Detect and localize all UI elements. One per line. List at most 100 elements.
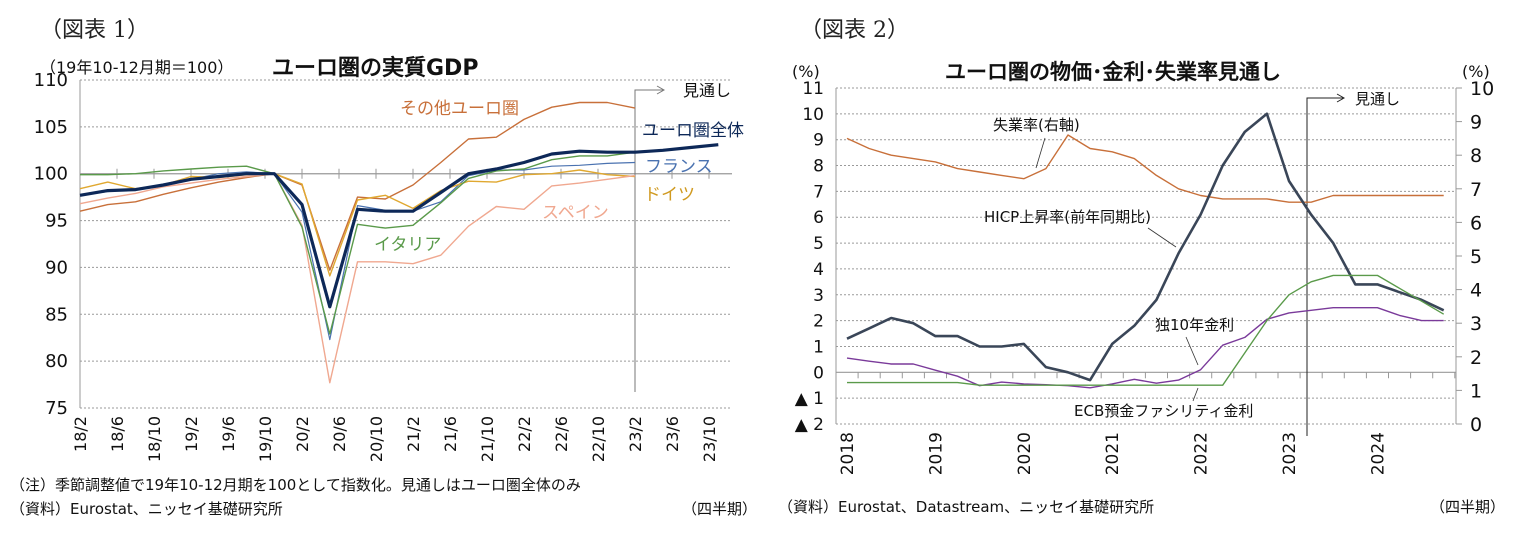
y-right-tick-label: 7 <box>1470 179 1482 201</box>
x-tick-label: 18/6 <box>108 416 127 452</box>
x-year-label: 2023 <box>1280 432 1300 475</box>
x-tick-label: 21/2 <box>404 416 423 452</box>
y-left-tick-label: 2 <box>813 312 824 332</box>
right-right-unit: (%) <box>1462 62 1490 81</box>
series-label: その他ユーロ圏 <box>400 99 519 119</box>
y-right-tick-label: 5 <box>1470 246 1482 268</box>
y-tick-label: 95 <box>45 211 68 232</box>
y-right-tick-label: 2 <box>1470 347 1482 369</box>
left-unit-note: （19年10-12月期＝100） <box>40 58 234 77</box>
figure-label-2: （図表 2） <box>800 18 909 43</box>
series-annotation: 失業率(右軸) <box>993 116 1080 134</box>
series-annotation: HICP上昇率(前年同期比) <box>984 208 1151 226</box>
x-tick-label: 19/10 <box>256 416 275 462</box>
y-tick-label: 75 <box>45 398 68 419</box>
right-period-unit: （四半期） <box>1430 498 1506 516</box>
forecast-arrow-icon <box>1336 93 1346 103</box>
y-left-tick-label: 7 <box>813 182 824 202</box>
y-left-tick-label: ▲ 2 <box>795 415 824 435</box>
x-tick-label: 23/6 <box>663 416 682 452</box>
series-label: ユーロ圏全体 <box>642 121 744 141</box>
series-label: スペイン <box>542 203 609 223</box>
annotation-arrow-icon <box>1035 137 1046 169</box>
y-right-tick-label: 1 <box>1470 380 1482 402</box>
y-left-tick-label: 8 <box>813 157 824 177</box>
y-left-tick-label: 0 <box>813 363 824 383</box>
x-tick-label: 20/6 <box>330 416 349 452</box>
y-tick-label: 90 <box>45 257 68 278</box>
series-line-独10年金利 <box>846 307 1444 389</box>
series-annotation: ECB預金ファシリティ金利 <box>1074 402 1253 420</box>
series-line-ユーロ圏全体 <box>79 143 719 309</box>
y-left-tick-label: 9 <box>813 131 824 151</box>
series-line-イタリア <box>80 151 636 335</box>
x-year-label: 2019 <box>926 432 946 475</box>
right-left-unit: (%) <box>792 62 820 81</box>
y-tick-label: 100 <box>34 164 68 185</box>
left-chart-title: ユーロ圏の実質GDP <box>272 56 479 81</box>
x-tick-label: 21/10 <box>478 416 497 462</box>
series-line-HICP上昇率(前年同期比) <box>846 112 1445 382</box>
x-tick-label: 23/2 <box>626 416 645 452</box>
y-tick-label: 110 <box>34 70 68 91</box>
y-right-tick-label: 10 <box>1470 78 1494 100</box>
series-label: イタリア <box>374 235 441 255</box>
x-tick-label: 22/10 <box>589 416 608 462</box>
y-right-tick-label: 4 <box>1470 280 1482 302</box>
forecast-label: 見通し <box>1355 90 1400 108</box>
x-tick-label: 21/6 <box>441 416 460 452</box>
x-tick-label: 18/2 <box>71 416 90 452</box>
x-tick-label: 19/6 <box>219 416 238 452</box>
y-right-tick-label: 9 <box>1470 112 1482 134</box>
y-left-tick-label: 11 <box>802 79 824 99</box>
y-tick-label: 105 <box>34 117 68 138</box>
x-year-label: 2021 <box>1103 432 1123 475</box>
x-tick-label: 22/6 <box>552 416 571 452</box>
series-line-スペイン <box>79 172 636 384</box>
annotation-arrow-icon <box>1192 387 1199 402</box>
series-line-ECB預金ファシリティ金利 <box>847 274 1445 386</box>
y-tick-label: 85 <box>45 304 68 325</box>
x-year-label: 2022 <box>1192 432 1212 475</box>
series-label: ドイツ <box>644 185 695 205</box>
x-tick-label: 23/10 <box>700 416 719 462</box>
forecast-label: 見通し <box>683 81 731 100</box>
x-year-label: 2018 <box>838 432 858 475</box>
series-line-その他ユーロ圏 <box>79 101 636 271</box>
y-left-tick-label: 10 <box>802 105 824 125</box>
y-left-tick-label: 3 <box>813 286 824 306</box>
y-right-tick-label: 0 <box>1470 414 1482 436</box>
left-source: （資料）Eurostat、ニッセイ基礎研究所 <box>10 500 283 518</box>
y-left-tick-label: ▲ 1 <box>795 389 824 409</box>
series-annotation: 独10年金利 <box>1155 316 1234 334</box>
series-line-失業率(右軸) <box>846 134 1444 203</box>
x-year-label: 2020 <box>1015 432 1035 475</box>
y-right-tick-label: 3 <box>1470 313 1482 335</box>
y-left-tick-label: 1 <box>813 337 824 357</box>
x-tick-label: 20/10 <box>367 416 386 462</box>
right-source: （資料）Eurostat、Datastream、ニッセイ基礎研究所 <box>778 498 1155 516</box>
y-left-tick-label: 6 <box>813 208 824 228</box>
y-tick-label: 80 <box>45 351 68 372</box>
annotation-arrow-icon <box>1185 336 1199 366</box>
right-chart-title: ユーロ圏の物価･金利･失業率見通し <box>945 60 1281 84</box>
series-label: フランス <box>645 157 713 177</box>
x-year-label: 2024 <box>1368 432 1388 475</box>
x-tick-label: 22/2 <box>515 416 534 452</box>
y-left-tick-label: 4 <box>813 260 824 280</box>
forecast-divider <box>634 89 663 392</box>
left-note: （注）季節調整値で19年10-12月期を100として指数化。見通しはユーロ圏全体… <box>10 476 581 494</box>
y-right-tick-label: 8 <box>1470 145 1482 167</box>
forecast-divider <box>1306 97 1343 436</box>
y-left-tick-label: 5 <box>813 234 824 254</box>
x-tick-label: 18/10 <box>145 416 164 462</box>
left-period-unit: （四半期） <box>682 500 758 518</box>
x-tick-label: 20/2 <box>293 416 312 452</box>
x-tick-label: 19/2 <box>182 416 201 452</box>
gdp-chart: 75 80 85 90 95 100 105 110 18/2 18/6 18/10 19/2 19/6… <box>34 70 744 462</box>
annotation-arrow-icon <box>1147 227 1177 248</box>
figure-label-1: （図表 1） <box>40 18 149 43</box>
forecast-arrow-icon <box>656 85 666 95</box>
y-right-tick-label: 6 <box>1470 212 1482 234</box>
